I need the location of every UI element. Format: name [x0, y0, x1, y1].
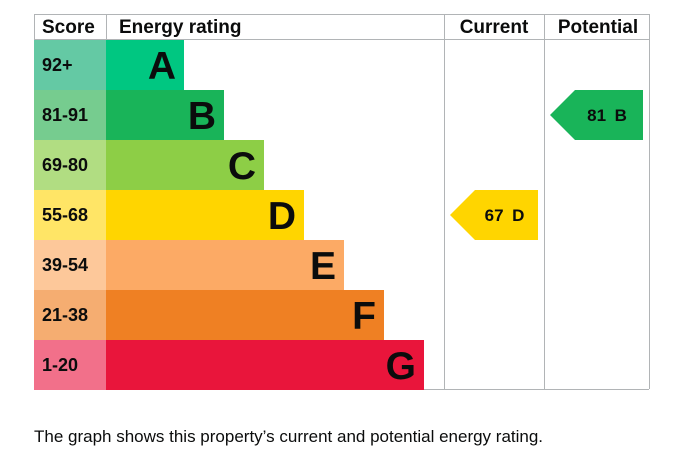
band-f: 21-38 F — [34, 290, 384, 340]
band-score-cell — [34, 290, 106, 340]
current-rating-arrow-shape — [450, 190, 538, 240]
band-score-label: 81-91 — [42, 105, 88, 125]
band-b: 81-91 B — [34, 90, 224, 140]
band-score-cell — [34, 340, 106, 390]
band-c: 69-80 C — [34, 140, 264, 190]
band-letter: B — [188, 95, 216, 138]
band-letter: C — [228, 145, 256, 188]
band-d: 55-68 D — [34, 190, 304, 240]
header-energy-rating: Energy rating — [119, 17, 241, 38]
column-headers: Score Energy rating Current Potential — [42, 17, 638, 38]
band-score-cell — [34, 190, 106, 240]
rating-bands: 92+ A 81-91 B 69-80 C 55-68 D 39-54 E 21-38 F 1-20 G — [34, 40, 424, 390]
band-bar — [106, 290, 384, 340]
band-score-label: 39-54 — [42, 255, 88, 275]
band-bar — [106, 40, 184, 90]
band-letter: E — [310, 245, 336, 288]
chart-caption: The graph shows this property’s current … — [34, 427, 544, 446]
potential-rating-arrow-label: 81 B — [587, 106, 627, 125]
band-score-label: 92+ — [42, 55, 73, 75]
band-bar — [106, 240, 344, 290]
current-rating-arrow-label: 67 D — [485, 206, 525, 225]
header-score: Score — [42, 17, 95, 38]
band-letter: F — [352, 295, 376, 338]
current-rating-arrow: 67 D — [450, 190, 538, 240]
epc-chart: Score Energy rating Current Potential 92… — [34, 14, 650, 390]
band-score-cell — [34, 240, 106, 290]
band-bar — [106, 340, 424, 390]
band-score-cell — [34, 40, 106, 90]
band-score-label: 55-68 — [42, 205, 88, 225]
band-score-cell — [34, 90, 106, 140]
band-bar — [106, 90, 224, 140]
band-score-label: 69-80 — [42, 155, 88, 175]
band-letter: G — [386, 345, 416, 388]
band-letter: D — [268, 195, 296, 238]
potential-rating-arrow: 81 B — [550, 90, 643, 140]
header-current: Current — [460, 17, 529, 38]
band-score-label: 1-20 — [42, 355, 78, 375]
band-bar — [106, 140, 264, 190]
band-score-label: 21-38 — [42, 305, 88, 325]
header-potential: Potential — [558, 17, 638, 38]
potential-rating-arrow-shape — [550, 90, 643, 140]
band-a: 92+ A — [34, 40, 184, 90]
band-g: 1-20 G — [34, 340, 424, 390]
band-bar — [106, 190, 304, 240]
rating-arrows: 67 D 81 B — [450, 90, 643, 240]
band-e: 39-54 E — [34, 240, 344, 290]
band-letter: A — [148, 45, 176, 88]
band-score-cell — [34, 140, 106, 190]
